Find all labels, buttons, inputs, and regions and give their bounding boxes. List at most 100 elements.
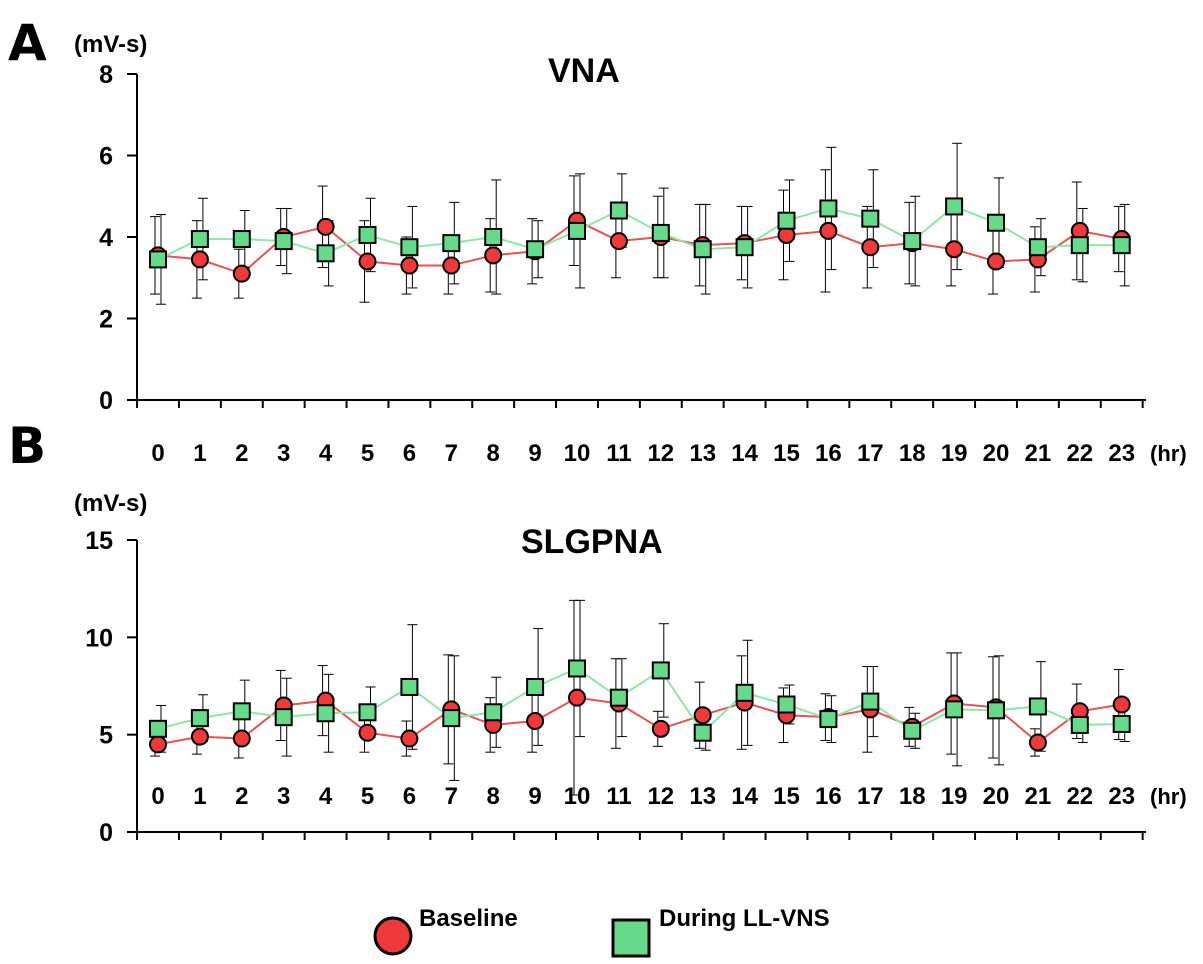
vna-x-tick-label: 1 xyxy=(193,440,206,467)
legend-baseline-label: Baseline xyxy=(419,905,518,932)
vna-llvns-point xyxy=(651,223,670,242)
vna-x-tick-label: 4 xyxy=(319,440,333,467)
vna-llvns-point xyxy=(903,232,922,251)
vna-llvns-point xyxy=(526,240,545,259)
vna-x-tick-label: 14 xyxy=(731,440,758,467)
slgpna-y-tick-label: 5 xyxy=(99,722,113,750)
vna-llvns-point xyxy=(316,244,335,263)
slgpna-baseline-line xyxy=(157,696,1122,746)
slgpna-llvns-point xyxy=(190,709,209,728)
slgpna-x-tick-label: 13 xyxy=(689,783,716,810)
vna-baseline-point xyxy=(987,252,1005,271)
slgpna-x-tick-label: 23 xyxy=(1108,783,1135,810)
vna-x-tick-label: 8 xyxy=(487,440,500,467)
slgpna-llvns-point xyxy=(609,688,628,707)
vna-y-tick-label: 0 xyxy=(99,387,113,415)
slgpna-x-tick-label: 0 xyxy=(151,783,164,810)
vna-llvns-point xyxy=(274,232,293,251)
slgpna-y-tick-label: 10 xyxy=(85,624,113,652)
slgpna-x-tick-label: 7 xyxy=(445,783,458,810)
panel-a-letter: A xyxy=(8,14,47,72)
slgpna-x-tick-label: 17 xyxy=(857,783,884,810)
slgpna-llvns-point xyxy=(777,695,796,714)
vna-x-tick-label: 7 xyxy=(445,440,458,467)
slgpna-x-tick-label: 9 xyxy=(528,783,541,810)
slgpna-x-tick-label: 1 xyxy=(193,783,206,810)
vna-baseline-point xyxy=(316,217,335,236)
slgpna-llvns-point xyxy=(232,702,251,721)
vna-x-tick-label: 17 xyxy=(857,440,884,467)
vna-llvns-point xyxy=(149,250,167,269)
vna-x-tick-label: 11 xyxy=(606,440,631,467)
vna-llvns-point xyxy=(190,230,209,249)
legend-baseline-marker xyxy=(373,916,413,956)
slgpna-baseline-point xyxy=(1112,695,1131,714)
slgpna-llvns-point xyxy=(316,704,335,723)
slgpna-x-tick-label: 5 xyxy=(361,783,374,810)
vna-llvns-point xyxy=(1112,236,1131,255)
legend: Baseline During LL-VNS xyxy=(373,905,830,958)
vna-baseline-point xyxy=(609,232,628,251)
slgpna-x-tick-label: 14 xyxy=(731,783,758,810)
vna-llvns-point xyxy=(987,213,1005,232)
panel-a-title: VNA xyxy=(548,52,620,90)
slgpna-baseline-point xyxy=(190,727,209,746)
slgpna-x-tick-label: 2 xyxy=(235,783,248,810)
vna-x-tick-label: 10 xyxy=(564,440,591,467)
panel-b-letter: B xyxy=(8,417,46,475)
slgpna-baseline-point xyxy=(232,729,251,748)
vna-baseline-point xyxy=(400,256,419,275)
vna-llvns-point xyxy=(568,221,586,240)
vna-y-tick-label: 6 xyxy=(99,143,113,171)
slgpna-llvns-point xyxy=(693,723,712,742)
slgpna-baseline-point xyxy=(568,688,586,707)
slgpna-baseline-point xyxy=(149,735,167,754)
vna-baseline-point xyxy=(861,238,880,257)
slgpna-llvns-point xyxy=(1112,714,1131,733)
vna-x-tick-label: 21 xyxy=(1025,440,1052,467)
slgpna-baseline-point xyxy=(400,729,419,748)
slgpna-llvns-point xyxy=(651,661,670,680)
panel-b-y-unit: (mV-s) xyxy=(74,490,147,517)
slgpna-x-tick-label: 16 xyxy=(815,783,842,810)
slgpna-x-tick-label: 20 xyxy=(983,783,1010,810)
vna-llvns-point xyxy=(358,225,377,244)
vna-llvns-point xyxy=(442,234,461,253)
vna-x-tick-label: 16 xyxy=(815,440,842,467)
vna-llvns-point xyxy=(400,238,419,257)
vna-y-tick-label: 2 xyxy=(99,306,113,334)
vna-x-tick-label: 5 xyxy=(361,440,374,467)
vna-x-tick-label: 12 xyxy=(647,440,674,467)
slgpna-llvns-point xyxy=(903,721,922,740)
slgpna-baseline-point xyxy=(651,719,670,738)
panel-b-x-unit: (hr) xyxy=(1150,784,1187,809)
slgpna-baseline-point xyxy=(358,723,377,742)
slgpna-baseline-point xyxy=(526,712,545,731)
vna-x-tick-label: 22 xyxy=(1066,440,1093,467)
slgpna-llvns-point xyxy=(149,719,167,738)
panel-b-title: SLGPNA xyxy=(521,523,663,561)
vna-baseline-point xyxy=(358,252,377,271)
vna-x-tick-label: 13 xyxy=(689,440,716,467)
slgpna-llvns-point xyxy=(945,700,964,719)
vna-y-tick-label: 4 xyxy=(99,224,113,252)
slgpna-llvns-point xyxy=(819,710,838,729)
panel-a-y-unit: (mV-s) xyxy=(74,31,147,58)
slgpna-x-tick-label: 12 xyxy=(647,783,674,810)
slgpna-llvns-point xyxy=(861,692,880,711)
vna-x-tick-label: 0 xyxy=(151,440,164,467)
slgpna-llvns-point xyxy=(987,701,1005,720)
slgpna-x-tick-label: 8 xyxy=(487,783,500,810)
vna-x-tick-label: 6 xyxy=(403,440,416,467)
vna-baseline-point xyxy=(819,221,838,240)
legend-llvns-label: During LL-VNS xyxy=(659,905,830,932)
slgpna-x-tick-label: 21 xyxy=(1025,783,1052,810)
vna-x-tick-label: 3 xyxy=(277,440,290,467)
vna-llvns-point xyxy=(945,197,964,216)
slgpna-y-tick-label: 0 xyxy=(99,819,113,847)
slgpna-x-tick-label: 22 xyxy=(1066,783,1093,810)
vna-llvns-point xyxy=(1070,236,1089,255)
vna-llvns-point xyxy=(819,199,838,218)
slgpna-llvns-point xyxy=(484,703,503,722)
vna-baseline-point xyxy=(232,264,251,283)
